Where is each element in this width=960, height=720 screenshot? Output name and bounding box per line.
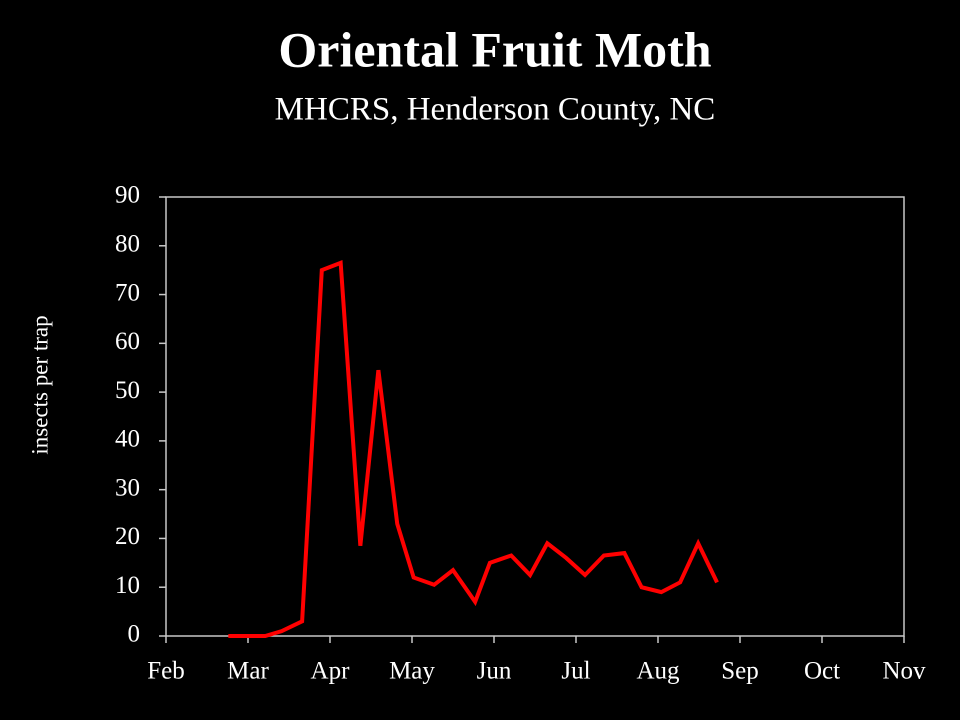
y-tick-label: 40 <box>115 426 140 453</box>
y-tick-label: 20 <box>115 523 140 550</box>
y-tick-label: 60 <box>115 328 140 355</box>
plot-frame <box>165 196 905 637</box>
x-tick-label: Jul <box>561 658 590 685</box>
chart-subtitle: MHCRS, Henderson County, NC <box>275 92 716 128</box>
y-tick-label: 70 <box>115 279 140 306</box>
y-tick-label: 30 <box>115 474 140 501</box>
x-tick-label: Nov <box>882 658 926 685</box>
x-tick-label: Apr <box>311 658 351 685</box>
y-tick-label: 0 <box>128 621 141 648</box>
y-tick-label: 50 <box>115 377 140 404</box>
x-tick-label: May <box>389 658 435 685</box>
y-tick-label: 10 <box>115 572 140 599</box>
x-tick-label: Mar <box>227 658 269 685</box>
x-tick-label: Jun <box>477 658 512 685</box>
chart-title: Oriental Fruit Moth <box>278 21 711 77</box>
x-tick-label: Oct <box>804 658 840 685</box>
x-tick-label: Feb <box>147 658 185 685</box>
x-tick-label: Sep <box>721 658 759 685</box>
y-tick-label: 80 <box>115 231 140 258</box>
y-tick-label: 90 <box>115 182 140 209</box>
data-line <box>228 260 719 638</box>
x-tick-label: Aug <box>636 658 680 685</box>
y-axis-label: insects per trap <box>27 315 52 454</box>
